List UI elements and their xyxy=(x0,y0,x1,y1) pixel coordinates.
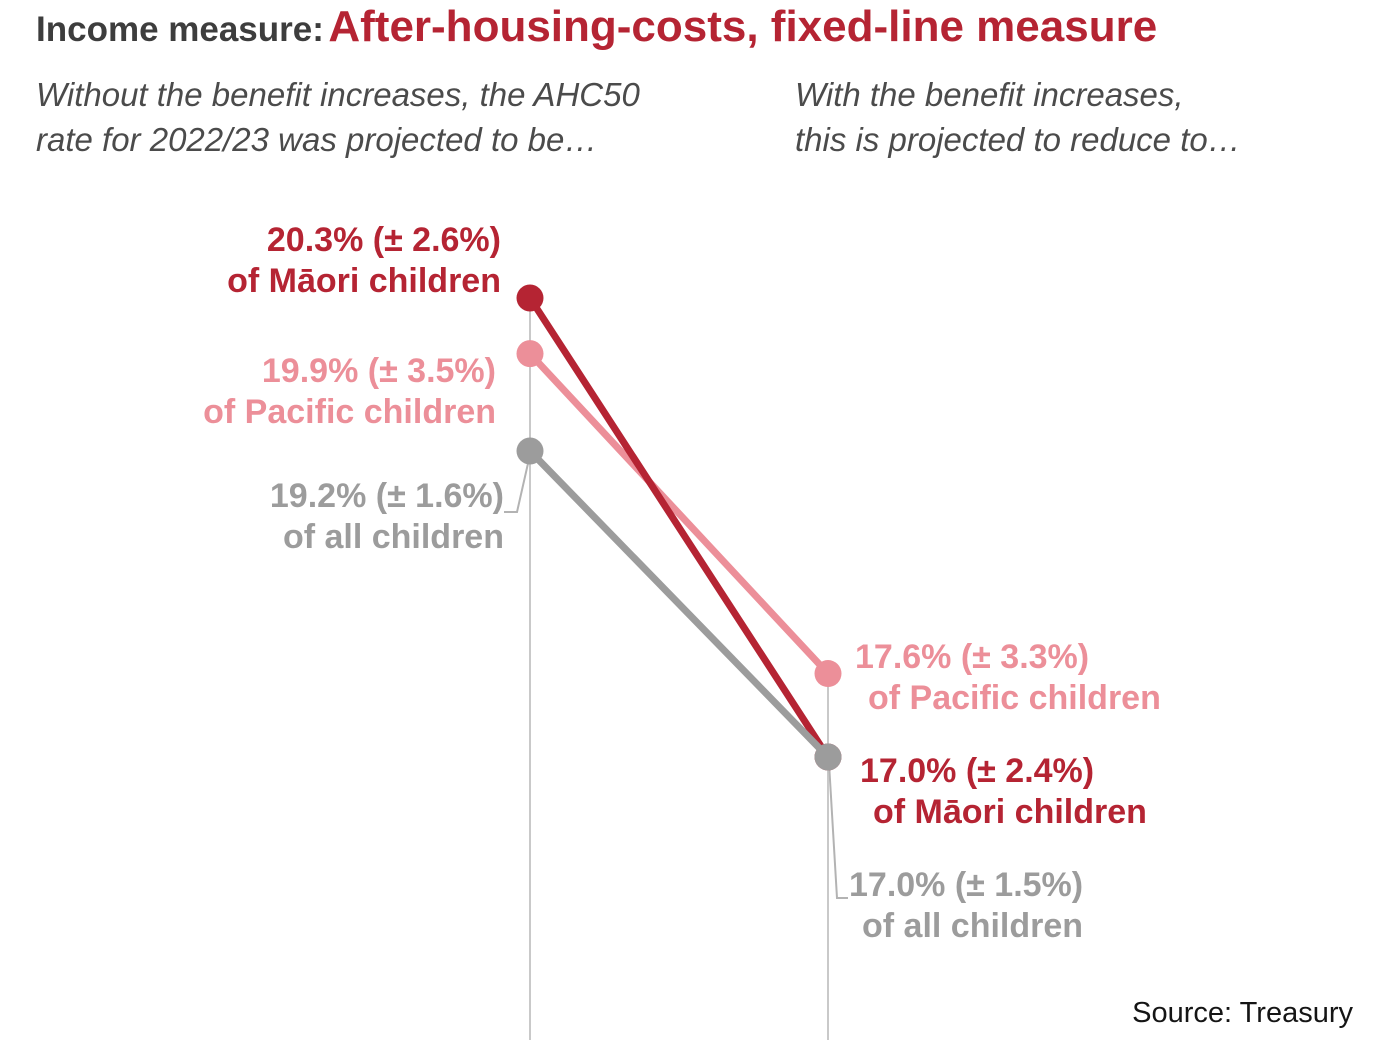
label-all-before-group: of all children xyxy=(282,518,504,556)
series-line xyxy=(526,350,832,678)
label-all-after-value: 17.0% (± 1.5%) xyxy=(849,866,1084,904)
label-pacific-after-value: 17.6% (± 3.3%) xyxy=(855,638,1090,676)
label-maori-before-value: 20.3% (± 2.6%) xyxy=(266,221,501,259)
annotation-with-benefits: With the benefit increases, this is proj… xyxy=(795,72,1241,162)
label-all-after: 17.0% (± 1.5%) of all children xyxy=(849,865,1083,947)
title-prefix: Income measure: xyxy=(36,10,324,49)
leader-line-all-after xyxy=(828,762,848,899)
title-highlight: After-housing-costs, fixed-line measure xyxy=(328,2,1158,51)
label-maori-after: 17.0% (± 2.4%) of Māori children xyxy=(860,751,1147,833)
label-pacific-after-group: of Pacific children xyxy=(868,679,1161,717)
annotation-without-benefits: Without the benefit increases, the AHC50… xyxy=(36,72,640,162)
data-point xyxy=(516,340,544,368)
data-point xyxy=(814,660,842,688)
label-pacific-after: 17.6% (± 3.3%) of Pacific children xyxy=(855,637,1161,719)
label-maori-before-group: of Māori children xyxy=(227,262,501,300)
series-line xyxy=(526,294,832,761)
page-title: Income measure: After-housing-costs, fix… xyxy=(36,2,1157,52)
data-point xyxy=(516,284,544,312)
label-pacific-before-group: of Pacific children xyxy=(203,393,496,431)
label-all-after-group: of all children xyxy=(862,907,1084,945)
label-pacific-before: 19.9% (± 3.5%) of Pacific children xyxy=(203,351,496,433)
annotation-left-line2: rate for 2022/23 was projected to be… xyxy=(36,121,598,158)
label-all-before: 19.2% (± 1.6%) of all children xyxy=(270,476,504,558)
annotation-left-line1: Without the benefit increases, the AHC50 xyxy=(36,76,640,113)
data-point xyxy=(814,743,842,771)
label-maori-before: 20.3% (± 2.6%) of Māori children xyxy=(227,220,501,302)
label-pacific-before-value: 19.9% (± 3.5%) xyxy=(261,352,496,390)
data-point xyxy=(516,437,544,465)
annotation-right-line2: this is projected to reduce to… xyxy=(795,121,1241,158)
series-line xyxy=(526,447,832,761)
annotation-right-line1: With the benefit increases, xyxy=(795,76,1184,113)
label-maori-after-group: of Māori children xyxy=(873,793,1147,831)
leader-line-all-before xyxy=(504,458,530,513)
source-credit: Source: Treasury xyxy=(1132,997,1353,1029)
label-maori-after-value: 17.0% (± 2.4%) xyxy=(860,752,1095,790)
label-all-before-value: 19.2% (± 1.6%) xyxy=(269,477,504,515)
